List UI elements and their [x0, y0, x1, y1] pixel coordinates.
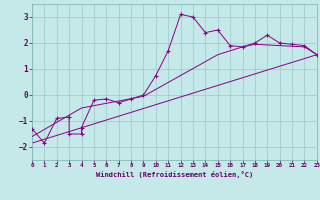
- X-axis label: Windchill (Refroidissement éolien,°C): Windchill (Refroidissement éolien,°C): [96, 171, 253, 178]
